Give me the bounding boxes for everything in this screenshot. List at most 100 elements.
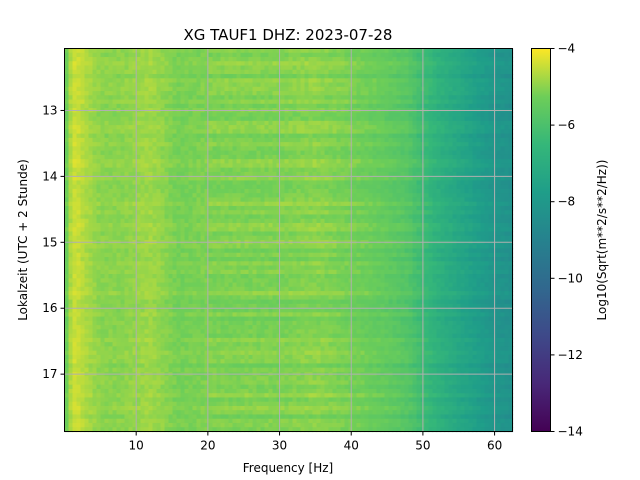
heatmap-cell — [184, 82, 190, 88]
heatmap-cell — [424, 201, 430, 207]
heatmap-cell — [416, 65, 422, 71]
heatmap-cell — [476, 91, 482, 96]
heatmap-cell — [368, 82, 374, 88]
heatmap-cell — [276, 154, 282, 160]
heatmap-cell — [168, 210, 174, 216]
heatmap-cell — [272, 95, 278, 101]
heatmap-cell — [380, 125, 386, 130]
heatmap-cell — [200, 82, 206, 88]
heatmap-cell — [268, 91, 274, 96]
heatmap-cell — [88, 214, 94, 220]
heatmap-cell — [368, 78, 374, 84]
heatmap-cell — [224, 205, 230, 211]
heatmap-cell — [464, 231, 470, 237]
heatmap-cell — [204, 201, 210, 207]
heatmap-cell — [120, 193, 126, 199]
heatmap-cell — [216, 57, 222, 62]
heatmap-cell — [404, 95, 410, 101]
heatmap-cell — [240, 205, 246, 211]
heatmap-cell — [260, 159, 266, 164]
heatmap-cell — [240, 133, 246, 139]
heatmap-cell — [456, 133, 462, 139]
heatmap-cell — [64, 57, 70, 62]
heatmap-cell — [224, 95, 230, 101]
heatmap-cell — [508, 69, 514, 75]
heatmap-cell — [204, 65, 210, 71]
heatmap-cell — [500, 65, 506, 71]
heatmap-cell — [140, 74, 146, 79]
heatmap-cell — [276, 82, 282, 88]
heatmap-cell — [212, 137, 218, 143]
heatmap-cell — [328, 227, 334, 233]
heatmap-cell — [472, 142, 478, 147]
heatmap-cell — [160, 197, 166, 203]
heatmap-cell — [192, 103, 198, 109]
heatmap-cell — [232, 171, 238, 177]
heatmap-cell — [416, 171, 422, 177]
heatmap-cell — [88, 52, 94, 58]
heatmap-cell — [440, 52, 446, 58]
heatmap-cell — [432, 95, 438, 101]
heatmap-cell — [300, 142, 306, 147]
heatmap-cell — [64, 91, 70, 96]
heatmap-cell — [476, 65, 482, 71]
heatmap-cell — [456, 176, 462, 182]
heatmap-cell — [440, 188, 446, 194]
heatmap-cell — [88, 176, 94, 182]
heatmap-cell — [252, 116, 258, 122]
heatmap-cell — [276, 69, 282, 75]
heatmap-cell — [204, 231, 210, 237]
heatmap-cell — [96, 125, 102, 130]
heatmap-cell — [96, 163, 102, 169]
heatmap-cell — [112, 154, 118, 160]
heatmap-cell — [324, 61, 330, 67]
heatmap-cell — [196, 112, 202, 118]
heatmap-cell — [124, 120, 130, 126]
heatmap-cell — [464, 197, 470, 203]
heatmap-cell — [364, 227, 370, 233]
heatmap-cell — [312, 142, 318, 147]
heatmap-cell — [436, 82, 442, 88]
heatmap-cell — [320, 133, 326, 139]
heatmap-cell — [268, 171, 274, 177]
heatmap-cell — [504, 146, 510, 152]
heatmap-cell — [336, 142, 342, 147]
heatmap-cell — [200, 167, 206, 173]
heatmap-cell — [152, 129, 158, 135]
heatmap-cell — [476, 154, 482, 160]
heatmap-cell — [92, 99, 98, 105]
heatmap-cell — [428, 154, 434, 160]
heatmap-cell — [64, 48, 70, 54]
heatmap-cell — [228, 176, 234, 182]
heatmap-cell — [312, 184, 318, 190]
heatmap-cell — [128, 129, 134, 135]
heatmap-cell — [388, 78, 394, 84]
heatmap-cell — [464, 82, 470, 88]
heatmap-cell — [160, 231, 166, 237]
heatmap-cell — [232, 112, 238, 118]
heatmap-cell — [460, 163, 466, 169]
heatmap-cell — [460, 82, 466, 88]
heatmap-cell — [232, 125, 238, 130]
heatmap-cell — [280, 69, 286, 75]
heatmap-cell — [460, 78, 466, 84]
heatmap-cell — [380, 52, 386, 58]
heatmap-cell — [144, 91, 150, 96]
heatmap-cell — [384, 91, 390, 96]
heatmap-cell — [424, 91, 430, 96]
heatmap-cell — [284, 82, 290, 88]
heatmap-cell — [304, 99, 310, 105]
heatmap-cell — [168, 95, 174, 101]
heatmap-cell — [424, 159, 430, 164]
heatmap-cell — [280, 120, 286, 126]
heatmap-cell — [64, 82, 70, 88]
heatmap-cell — [256, 146, 262, 152]
heatmap-cell — [192, 95, 198, 101]
heatmap-cell — [176, 218, 182, 224]
heatmap-cell — [180, 167, 186, 173]
heatmap-cell — [440, 222, 446, 228]
heatmap-cell — [300, 91, 306, 96]
heatmap-cell — [188, 197, 194, 203]
heatmap-cell — [472, 78, 478, 84]
heatmap-cell — [264, 235, 270, 241]
